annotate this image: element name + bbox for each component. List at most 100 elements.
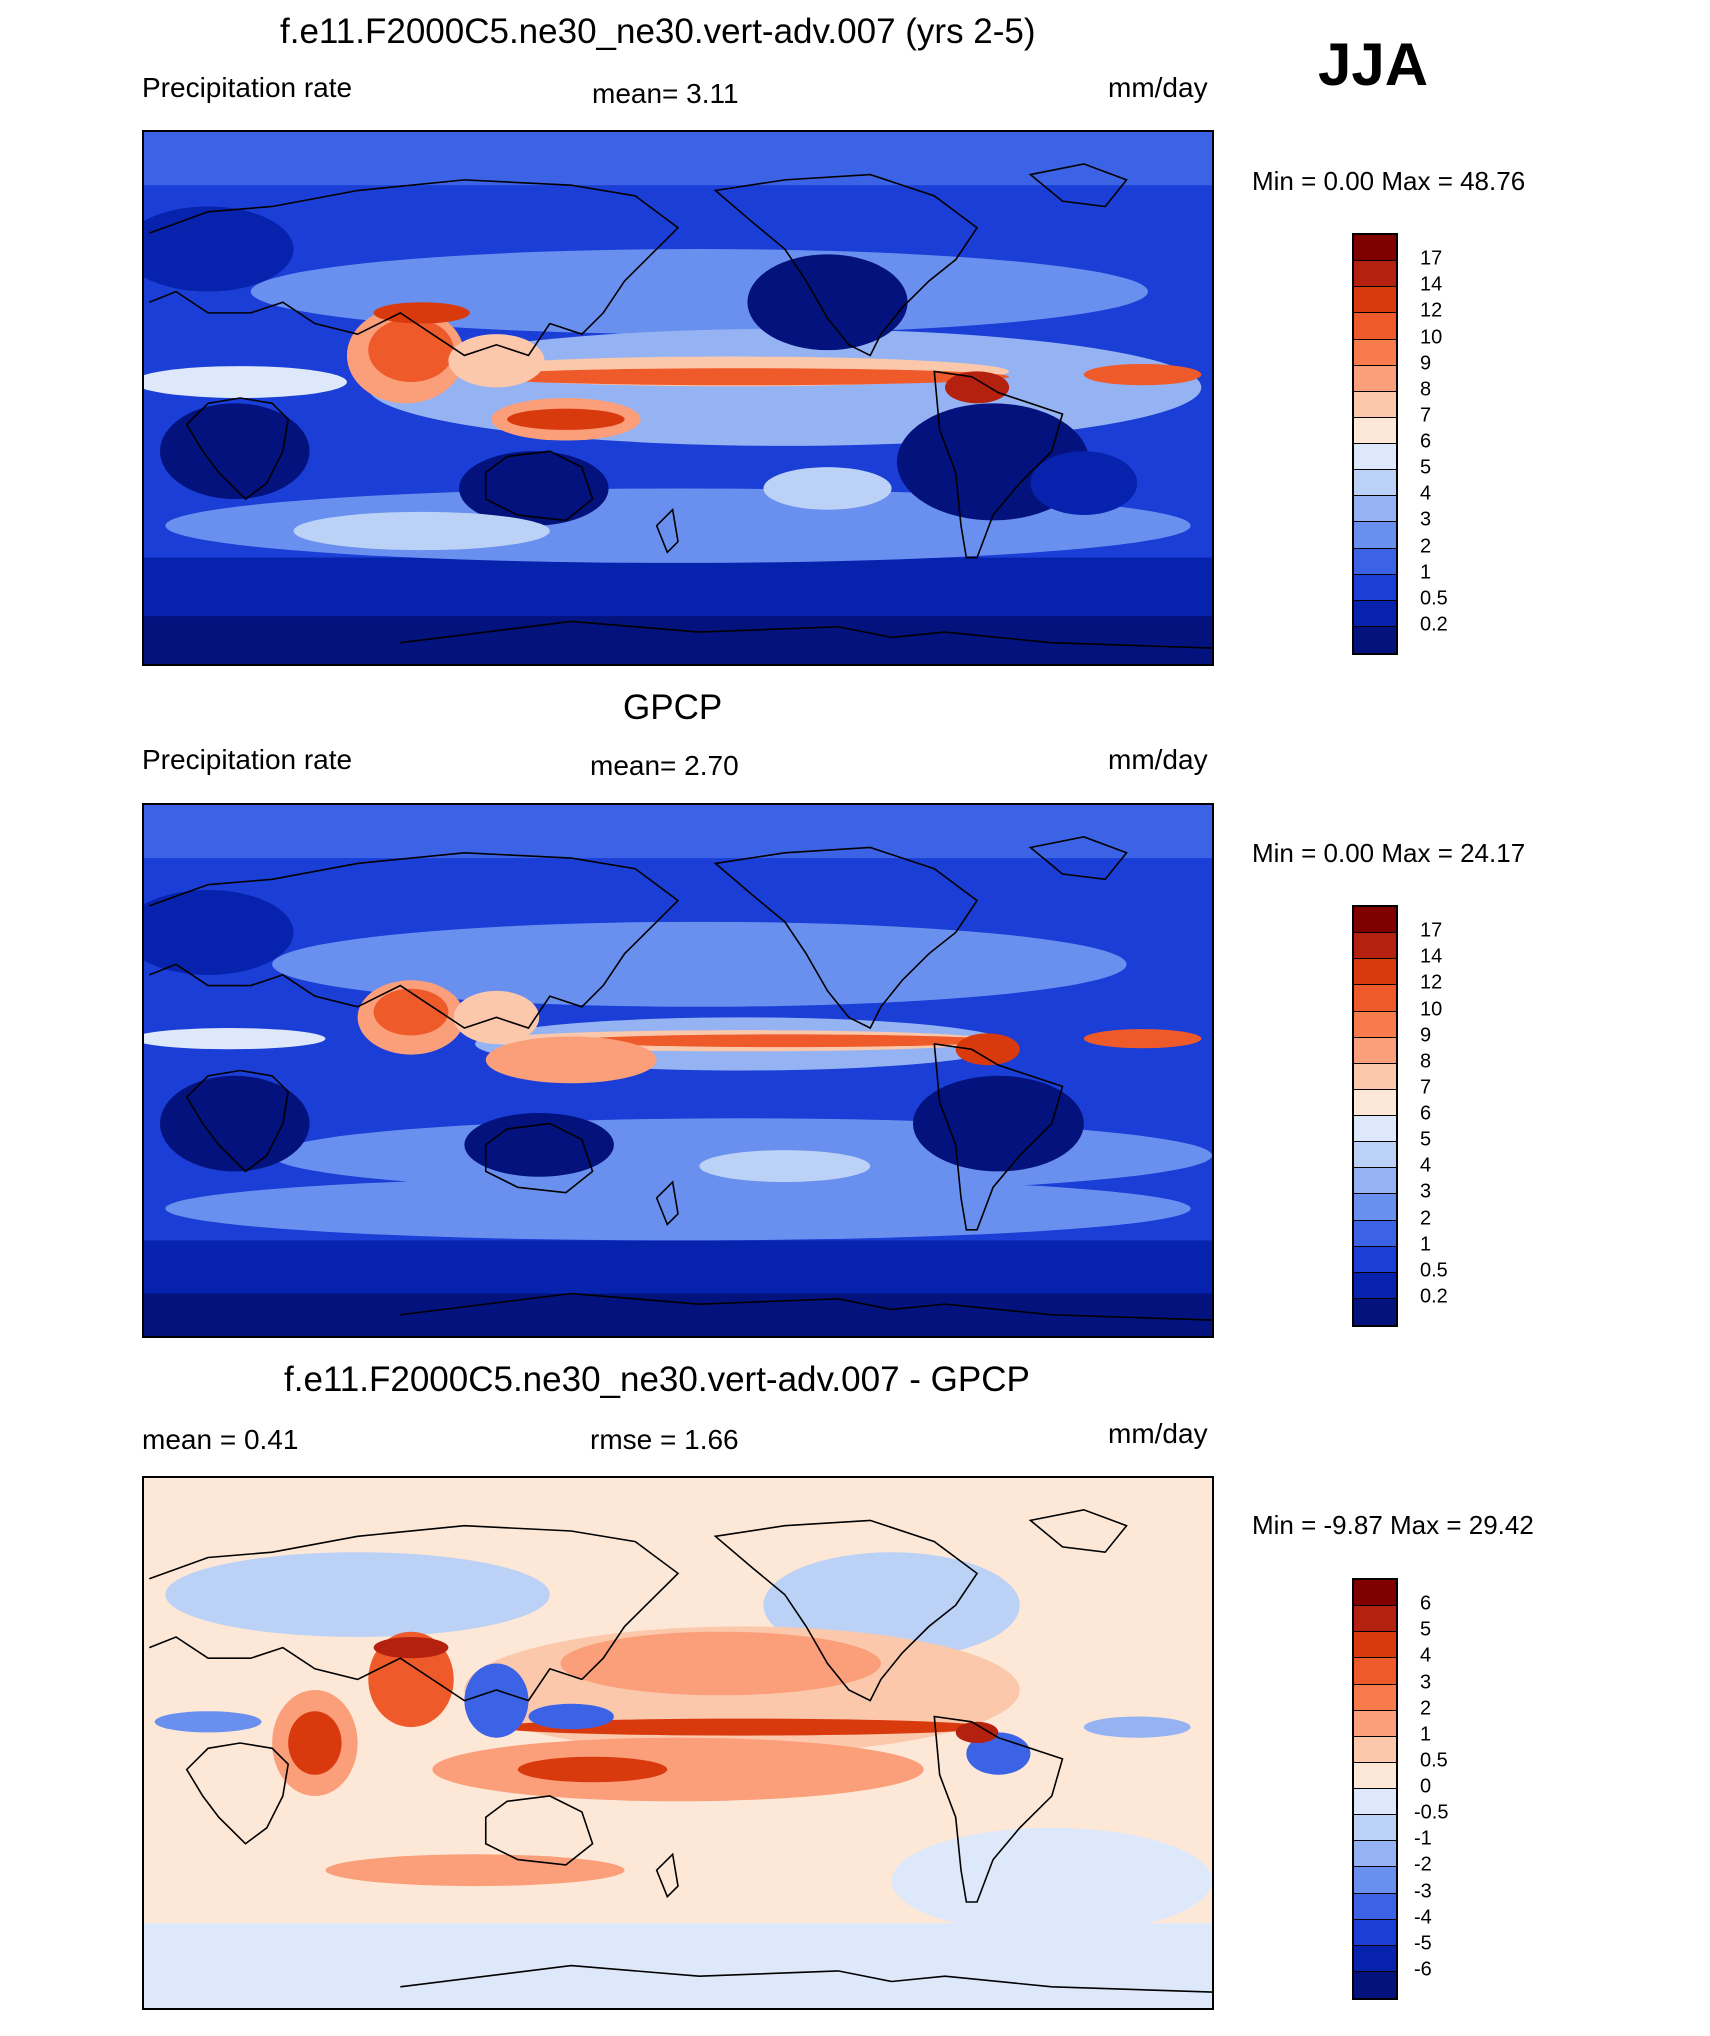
colorbar-tick-label: 14 — [1420, 273, 1443, 296]
panel-1-title: f.e11.F2000C5.ne30_ne30.vert-adv.007 (yr… — [280, 12, 1036, 51]
colorbar-segment — [1354, 1580, 1396, 1607]
colorbar-segment — [1354, 470, 1396, 497]
panel-2-colorbar — [1352, 905, 1398, 1327]
colorbar-segment — [1354, 1736, 1396, 1763]
colorbar-segment — [1354, 1116, 1396, 1143]
colorbar-tick-label: 14 — [1420, 945, 1443, 968]
colorbar-tick-label: 2 — [1420, 1207, 1432, 1229]
colorbar-tick-label: 0 — [1420, 1775, 1432, 1798]
colorbar-segment — [1354, 339, 1396, 366]
panel-1-units-label: mm/day — [1108, 72, 1208, 103]
panel-3-map-field — [144, 1478, 1212, 2008]
colorbar-segment — [1354, 1815, 1396, 1842]
colorbar-segment — [1354, 907, 1396, 934]
colorbar-segment — [1354, 365, 1396, 392]
colorbar-segment — [1354, 959, 1396, 986]
colorbar-segment — [1354, 600, 1396, 627]
colorbar-tick-label: 6 — [1420, 1102, 1432, 1125]
colorbar-segment — [1354, 933, 1396, 960]
colorbar-segment — [1354, 1762, 1396, 1789]
panel-2-minmax: Min = 0.00 Max = 24.17 — [1252, 838, 1526, 868]
colorbar-segment — [1354, 1063, 1396, 1090]
colorbar-tick-label: 12 — [1420, 299, 1443, 322]
colorbar-segment — [1354, 1945, 1396, 1972]
panel-3-colorbar — [1352, 1578, 1398, 2000]
colorbar-tick-label: -6 — [1414, 1958, 1432, 1981]
panel-3-mean-label: mean = 0.41 — [142, 1424, 299, 1455]
colorbar-tick-label: 10 — [1420, 326, 1443, 348]
colorbar-tick-label: 3 — [1420, 1671, 1432, 1693]
colorbar-segment — [1354, 985, 1396, 1012]
colorbar-tick-label: 4 — [1420, 1644, 1432, 1667]
panel-2-map-field — [144, 805, 1212, 1336]
panel-2-map — [142, 803, 1214, 1338]
colorbar-tick-label: -0.5 — [1414, 1801, 1449, 1824]
colorbar-segment — [1354, 1168, 1396, 1195]
colorbar-tick-label: 2 — [1420, 535, 1432, 557]
colorbar-segment — [1354, 548, 1396, 575]
colorbar-tick-label: 1 — [1420, 1233, 1432, 1256]
colorbar-tick-label: 0.2 — [1420, 613, 1448, 636]
panel-1-map — [142, 130, 1214, 666]
colorbar-tick-label: -5 — [1414, 1932, 1432, 1955]
colorbar-tick-label: 0.5 — [1420, 587, 1448, 610]
colorbar-segment — [1354, 1710, 1396, 1737]
colorbar-segment — [1354, 1220, 1396, 1247]
panel-1-variable-label: Precipitation rate — [142, 72, 353, 103]
colorbar-segment — [1354, 444, 1396, 471]
colorbar-segment — [1354, 626, 1396, 653]
panel-3-minmax: Min = -9.87 Max = 29.42 — [1252, 1510, 1534, 1540]
colorbar-tick-label: 3 — [1420, 508, 1432, 531]
colorbar-tick-label: 0.5 — [1420, 1749, 1448, 1772]
panel-2-variable-label: Precipitation rate — [142, 744, 353, 775]
colorbar-tick-label: -1 — [1414, 1827, 1432, 1850]
colorbar-segment — [1354, 1194, 1396, 1221]
colorbar-segment — [1354, 261, 1396, 288]
colorbar-tick-label: 17 — [1420, 247, 1443, 270]
panel-3-units-label: mm/day — [1108, 1418, 1208, 1449]
panel-1-map-field — [144, 132, 1212, 664]
colorbar-tick-label: -3 — [1414, 1880, 1432, 1902]
colorbar-tick-label: -2 — [1414, 1853, 1432, 1876]
colorbar-segment — [1354, 235, 1396, 262]
colorbar-segment — [1354, 417, 1396, 444]
colorbar-tick-label: 5 — [1420, 456, 1432, 479]
colorbar-tick-label: 4 — [1420, 1154, 1432, 1177]
panel-1-mean-label: mean= 3.11 — [592, 78, 739, 109]
colorbar-tick-label: 7 — [1420, 404, 1432, 427]
colorbar-tick-label: 9 — [1420, 352, 1432, 375]
colorbar-tick-label: 7 — [1420, 1076, 1432, 1099]
colorbar-segment — [1354, 1632, 1396, 1659]
colorbar-tick-label: 0.2 — [1420, 1285, 1448, 1308]
colorbar-segment — [1354, 1684, 1396, 1711]
panel-3-map — [142, 1476, 1214, 2010]
colorbar-segment — [1354, 1089, 1396, 1116]
colorbar-segment — [1354, 313, 1396, 340]
colorbar-tick-label: 9 — [1420, 1024, 1432, 1047]
colorbar-segment — [1354, 1011, 1396, 1038]
panel-3-rmse-label: rmse = 1.66 — [590, 1424, 739, 1455]
colorbar-segment — [1354, 1272, 1396, 1299]
panel-2-units-label: mm/day — [1108, 744, 1208, 775]
colorbar-tick-label: 0.5 — [1420, 1259, 1448, 1282]
colorbar-segment — [1354, 1298, 1396, 1325]
colorbar-segment — [1354, 1893, 1396, 1920]
colorbar-segment — [1354, 1142, 1396, 1169]
colorbar-tick-label: 2 — [1420, 1697, 1432, 1720]
colorbar-tick-label: 17 — [1420, 919, 1443, 942]
season-label: JJA — [1318, 31, 1429, 98]
colorbar-tick-label: 4 — [1420, 482, 1432, 505]
panel-2-mean-label: mean= 2.70 — [590, 750, 739, 781]
colorbar-segment — [1354, 1841, 1396, 1868]
panel-2-title: GPCP — [623, 688, 723, 727]
colorbar-segment — [1354, 287, 1396, 314]
colorbar-segment — [1354, 1971, 1396, 1998]
panel-3-title: f.e11.F2000C5.ne30_ne30.vert-adv.007 - G… — [284, 1360, 1030, 1399]
colorbar-segment — [1354, 1867, 1396, 1894]
colorbar-tick-label: 10 — [1420, 998, 1443, 1020]
panel-1-minmax: Min = 0.00 Max = 48.76 — [1252, 166, 1526, 196]
colorbar-segment — [1354, 574, 1396, 601]
colorbar-tick-label: 1 — [1420, 561, 1432, 584]
colorbar-tick-label: 5 — [1420, 1618, 1432, 1641]
